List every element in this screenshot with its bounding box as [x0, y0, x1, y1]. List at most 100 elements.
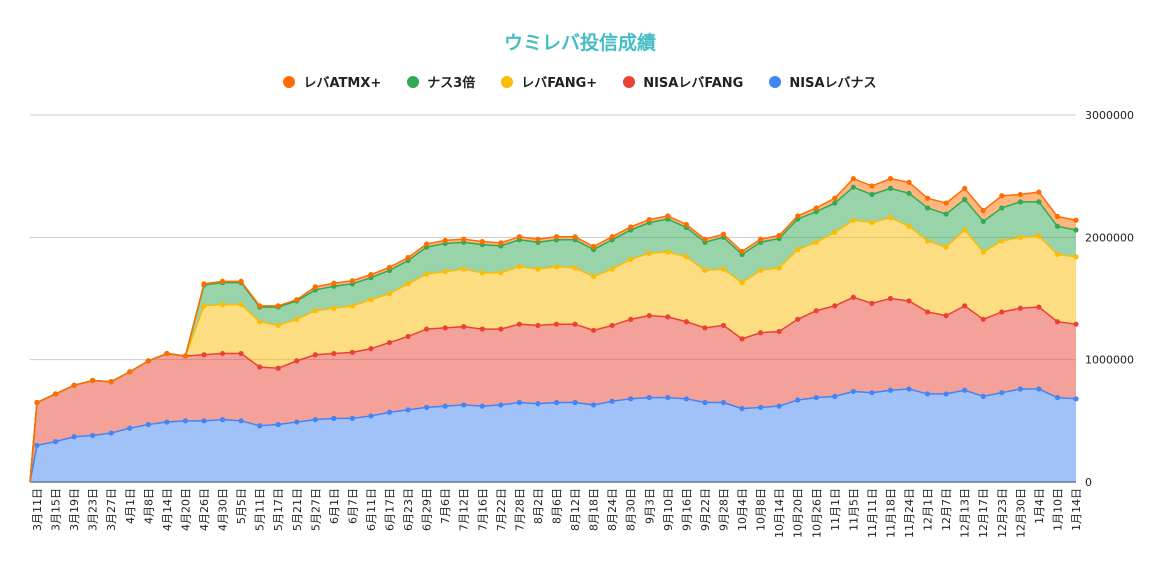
data-point — [164, 419, 170, 425]
data-point — [869, 300, 875, 306]
x-tick-label: 10月26日 — [810, 488, 823, 538]
data-point — [665, 213, 671, 219]
data-point — [498, 270, 504, 276]
legend-item: レバATMX+ — [283, 72, 381, 91]
x-tick-label: 9月16日 — [680, 488, 693, 531]
data-point — [294, 419, 300, 425]
x-tick-label: 7月12日 — [458, 488, 471, 531]
x-tick-label: 5月17日 — [272, 488, 285, 531]
data-point — [368, 297, 374, 303]
legend-label: NISAレバFANG — [643, 76, 744, 91]
data-point — [145, 421, 151, 428]
data-point — [108, 430, 114, 436]
legend-label: ナス3倍 — [427, 76, 476, 91]
x-tick-label: 4月30日 — [217, 488, 230, 531]
x-tick-label: 12月1日 — [922, 488, 935, 531]
x-tick-label: 10月14日 — [773, 488, 786, 538]
data-point — [999, 390, 1005, 396]
data-point — [665, 249, 671, 255]
data-point — [424, 404, 430, 410]
data-point — [294, 316, 300, 322]
data-point — [553, 321, 560, 327]
data-point — [757, 404, 764, 410]
legend-item: NISAレバナス — [769, 72, 877, 91]
x-tick-label: 12月13日 — [959, 488, 972, 538]
data-point — [1054, 251, 1061, 258]
x-tick-label: 7月16日 — [476, 488, 489, 531]
data-point — [219, 278, 226, 284]
data-point — [702, 399, 708, 406]
x-tick-label: 8月18日 — [588, 488, 601, 531]
data-point — [331, 415, 337, 421]
data-point — [776, 403, 782, 409]
legend-label: レバATMX+ — [303, 76, 382, 91]
x-tick-label: 1月14日 — [1070, 488, 1083, 531]
area-4 — [30, 178, 1076, 482]
data-point — [312, 417, 318, 423]
series-line-1 — [29, 296, 1077, 483]
data-point — [516, 321, 522, 327]
data-point — [943, 391, 949, 397]
x-tick-label: 12月23日 — [996, 488, 1009, 538]
data-point — [71, 434, 77, 440]
x-tick-label: 12月7日 — [940, 488, 953, 531]
data-point — [832, 195, 838, 201]
data-point — [1017, 199, 1023, 205]
data-point — [962, 185, 968, 191]
data-point — [275, 322, 281, 329]
data-point — [813, 308, 819, 314]
data-point — [628, 396, 634, 402]
x-tick-label: 5月21日 — [291, 488, 304, 531]
x-tick-label: 3月15日 — [50, 488, 63, 531]
x-tick-label: 8月12日 — [569, 488, 582, 531]
x-tick-label: 5月5日 — [235, 488, 248, 524]
area-2 — [30, 217, 1076, 482]
area-3 — [30, 187, 1076, 482]
x-tick-label: 8月30日 — [625, 488, 638, 531]
data-point — [405, 407, 411, 413]
legend-item: ナス3倍 — [407, 72, 475, 91]
data-point — [405, 254, 411, 261]
data-point — [201, 352, 207, 358]
x-tick-label: 7月6日 — [439, 488, 452, 524]
data-point — [813, 209, 819, 215]
data-point — [182, 418, 189, 424]
data-point — [591, 273, 597, 280]
data-point — [980, 207, 986, 214]
data-point — [1017, 305, 1023, 311]
data-point — [312, 308, 318, 314]
data-point — [869, 220, 875, 226]
x-tick-label: 9月22日 — [699, 488, 712, 531]
data-point — [980, 249, 986, 255]
data-point — [386, 339, 393, 346]
legend-item: NISAレバFANG — [623, 72, 743, 91]
legend-label: レバFANG+ — [521, 76, 598, 91]
area-0 — [30, 389, 1076, 482]
data-point — [257, 423, 263, 429]
data-point — [999, 205, 1005, 211]
data-point — [424, 271, 430, 277]
data-point — [71, 382, 77, 388]
data-point — [331, 280, 337, 286]
data-point — [479, 403, 485, 409]
data-point — [572, 265, 578, 271]
data-point — [665, 394, 671, 401]
data-point — [572, 321, 578, 327]
data-point — [720, 399, 727, 406]
data-point — [201, 418, 207, 424]
x-tick-label: 7月28日 — [513, 488, 526, 531]
x-tick-label: 6月1日 — [328, 488, 341, 524]
data-point — [257, 303, 263, 309]
data-point — [924, 309, 931, 315]
data-point — [257, 364, 263, 370]
x-tick-label: 11月11日 — [866, 488, 879, 538]
x-tick-label: 11月1日 — [829, 488, 842, 531]
data-point — [461, 266, 467, 272]
data-point — [702, 267, 708, 273]
data-point — [720, 266, 727, 272]
data-point — [1036, 189, 1042, 195]
data-point — [498, 326, 504, 332]
data-point — [516, 399, 522, 406]
data-point — [813, 394, 819, 401]
data-point — [591, 402, 597, 408]
